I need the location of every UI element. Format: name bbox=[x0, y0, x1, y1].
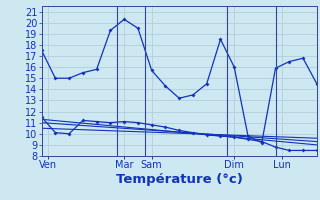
X-axis label: Température (°c): Température (°c) bbox=[116, 173, 243, 186]
